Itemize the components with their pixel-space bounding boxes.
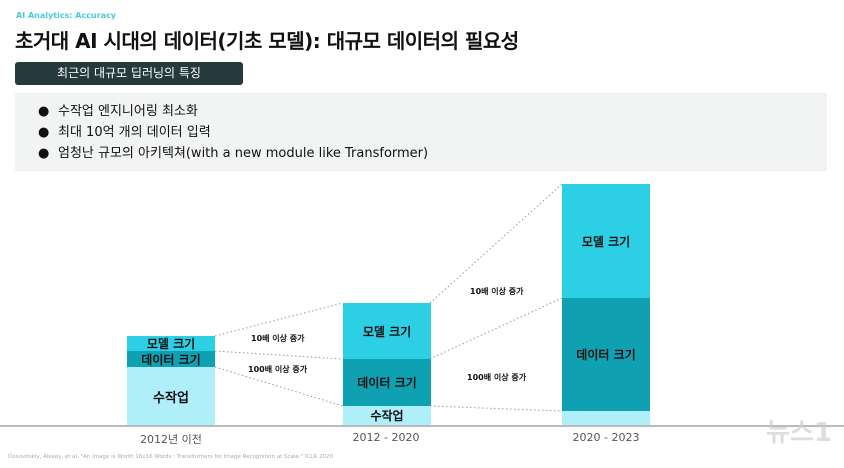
- segment-manual: 수작업: [127, 367, 215, 425]
- watermark-logo: 뉴스1: [766, 418, 832, 448]
- bullet-item: ● 엄청난 규모의 아키텍쳐(with a new module like Tra…: [38, 146, 429, 161]
- annotation-model-growth: 10배 이상 증가: [251, 334, 305, 343]
- segment-manual: [562, 411, 650, 425]
- bullet-panel: [15, 93, 827, 171]
- period-label: 2020 - 2023: [572, 431, 640, 444]
- slide-title: 초거대 AI 시대의 데이터(기초 모델): 대규모 데이터의 필요성: [15, 29, 519, 53]
- segment-data: 데이터 크기: [562, 298, 650, 411]
- slide-subtitle: AI Analytics: Accuracy: [16, 11, 116, 20]
- annotation-data-growth: 100배 이상 증가: [248, 365, 308, 374]
- segment-data: 데이터 크기: [127, 351, 215, 367]
- bar-2020-2023: 모델 크기 데이터 크기: [562, 184, 650, 425]
- bar-2012-before: 모델 크기 데이터 크기 수작업: [127, 336, 215, 425]
- citation: Dosovitskiy, Alexey, et al. "An Image is…: [8, 454, 333, 460]
- segment-model: 모델 크기: [127, 336, 215, 351]
- segment-manual: 수작업: [343, 406, 431, 425]
- segment-data: 데이터 크기: [343, 359, 431, 406]
- baseline: [0, 425, 844, 427]
- period-label: 2012년 이전: [140, 433, 202, 446]
- period-label: 2012 - 2020: [352, 431, 420, 444]
- segment-model: 모델 크기: [343, 303, 431, 359]
- segment-model: 모델 크기: [562, 184, 650, 298]
- bullet-item: ● 수작업 엔지니어링 최소화: [38, 104, 198, 119]
- bullet-item: ● 최대 10억 개의 데이터 입력: [38, 125, 211, 140]
- bar-2012-2020: 모델 크기 데이터 크기 수작업: [343, 303, 431, 425]
- annotation-model-growth: 10배 이상 증가: [470, 287, 524, 296]
- section-tag: 최근의 대규모 딥러닝의 특징: [15, 62, 243, 85]
- annotation-data-growth: 100배 이상 증가: [467, 373, 527, 382]
